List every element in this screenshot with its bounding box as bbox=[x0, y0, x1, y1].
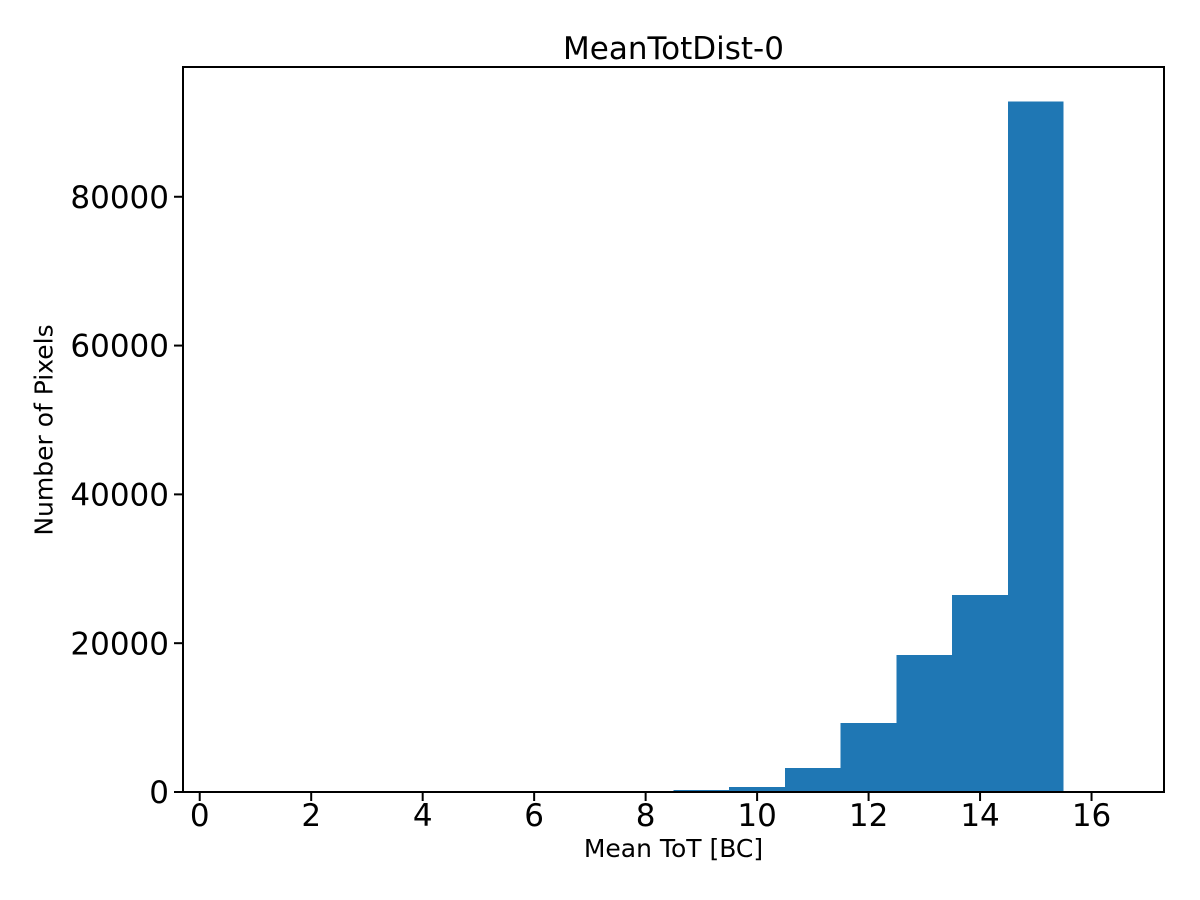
chart-title: MeanTotDist-0 bbox=[563, 31, 784, 67]
histogram-bar bbox=[1007, 101, 1064, 792]
x-tick-label: 10 bbox=[737, 798, 776, 834]
x-tick-label: 8 bbox=[636, 798, 656, 834]
y-tick-label: 80000 bbox=[70, 180, 169, 216]
histogram-bar bbox=[840, 722, 897, 792]
x-tick-label: 12 bbox=[849, 798, 888, 834]
histogram-bar bbox=[784, 768, 841, 792]
x-tick-label: 14 bbox=[960, 798, 999, 834]
histogram-bar bbox=[896, 655, 953, 792]
y-tick-label: 40000 bbox=[70, 478, 169, 514]
histogram-bar bbox=[952, 594, 1008, 792]
y-tick-label: 0 bbox=[149, 775, 169, 811]
x-tick-label: 2 bbox=[301, 798, 321, 834]
x-tick-label: 6 bbox=[524, 798, 544, 834]
x-tick-label: 16 bbox=[1072, 798, 1111, 834]
y-tick-label: 60000 bbox=[70, 329, 169, 365]
y-tick-label: 20000 bbox=[70, 626, 169, 662]
x-axis-label: Mean ToT [BC] bbox=[583, 834, 764, 863]
x-tick-label: 4 bbox=[413, 798, 433, 834]
x-tick-label: 0 bbox=[190, 798, 210, 834]
histogram-bar bbox=[729, 786, 785, 792]
plot-border bbox=[182, 66, 1165, 793]
y-axis-label: Number of Pixels bbox=[29, 324, 59, 536]
